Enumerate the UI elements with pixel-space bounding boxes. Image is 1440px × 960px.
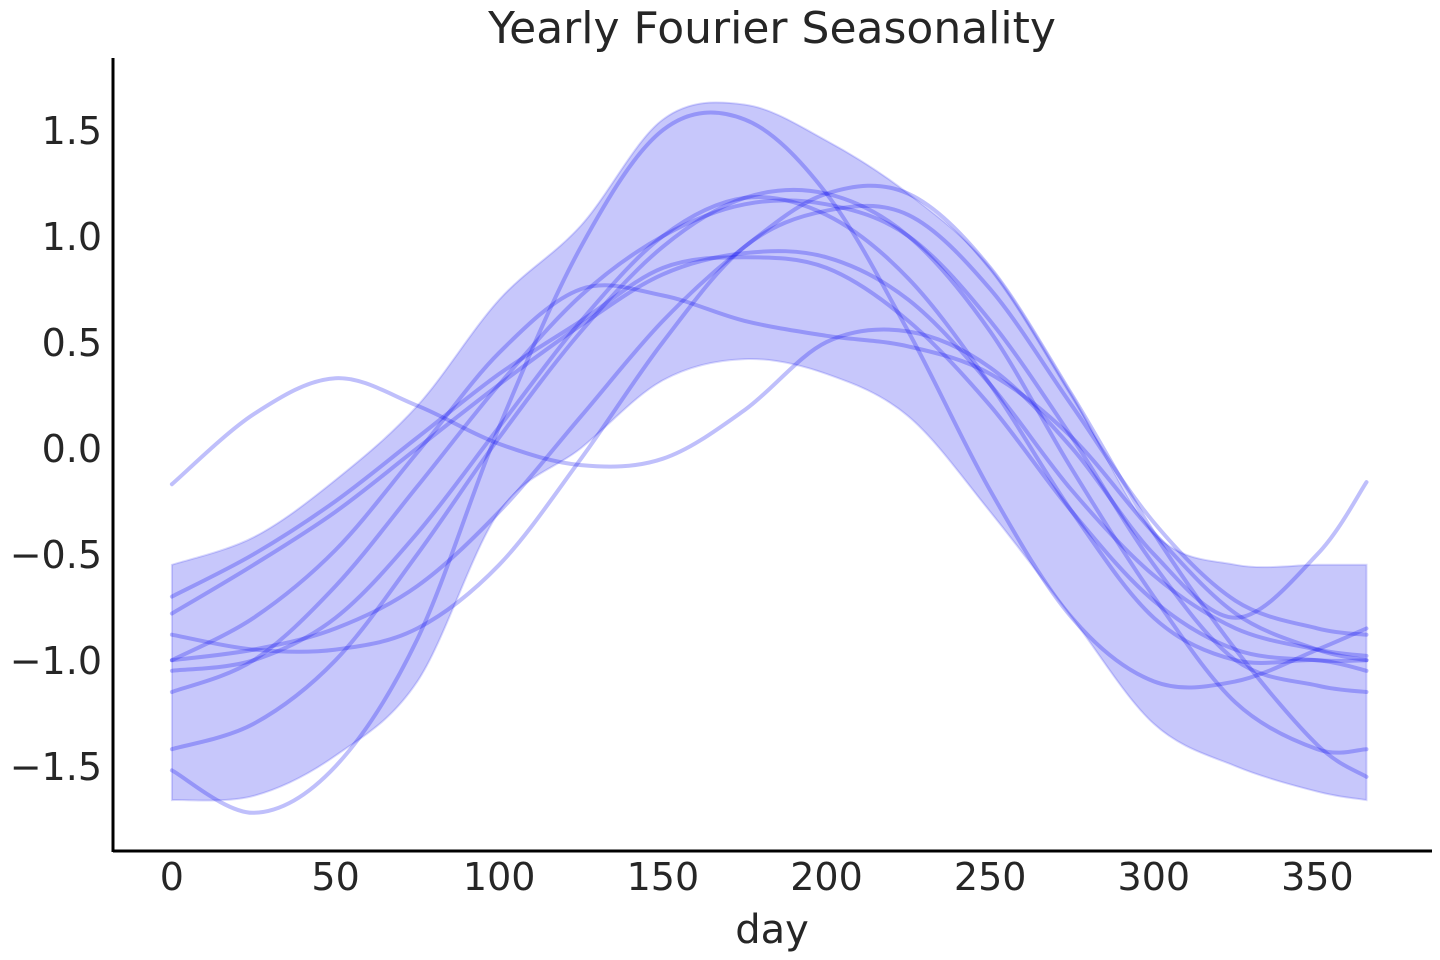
- y-tick-labels: −1.5 −1.0 −0.5 0.0 0.5 1.0 1.5: [10, 109, 102, 789]
- x-tick-label: 150: [627, 855, 700, 899]
- uncertainty-band: [170, 101, 1368, 802]
- series-line-7: [169, 195, 1369, 673]
- x-tick-labels: 0 50 100 150 200 250 300 350: [160, 855, 1354, 899]
- y-tick-label: 1.5: [42, 109, 102, 153]
- y-tick-label: 0.5: [42, 321, 102, 365]
- y-tick-label: −1.5: [10, 745, 102, 789]
- series-lines: [169, 110, 1369, 815]
- x-tick-label: 250: [954, 855, 1027, 899]
- y-tick-label: 1.0: [42, 215, 102, 259]
- x-tick-label: 350: [1281, 855, 1354, 899]
- x-tick-label: 100: [463, 855, 536, 899]
- y-tick-label: −0.5: [10, 533, 102, 577]
- series-line-4: [169, 255, 1369, 663]
- series-line-10: [169, 183, 1369, 779]
- y-tick-label: −1.0: [10, 639, 102, 683]
- series-line-6: [169, 203, 1369, 654]
- x-tick-label: 50: [311, 855, 359, 899]
- series-line-1: [169, 327, 1369, 620]
- x-tick-label: 0: [160, 855, 184, 899]
- series-line-8: [169, 198, 1369, 694]
- series-line-9: [169, 187, 1369, 755]
- y-tick-label: 0.0: [42, 427, 102, 471]
- uncertainty-band-area: [170, 101, 1368, 802]
- series-line-2: [169, 110, 1369, 815]
- series-line-5: [169, 249, 1369, 658]
- x-tick-label: 200: [790, 855, 863, 899]
- x-tick-label: 300: [1118, 855, 1191, 899]
- chart-title: Yearly Fourier Seasonality: [487, 3, 1056, 54]
- series-line-3: [169, 283, 1369, 663]
- x-axis-label: day: [735, 907, 809, 953]
